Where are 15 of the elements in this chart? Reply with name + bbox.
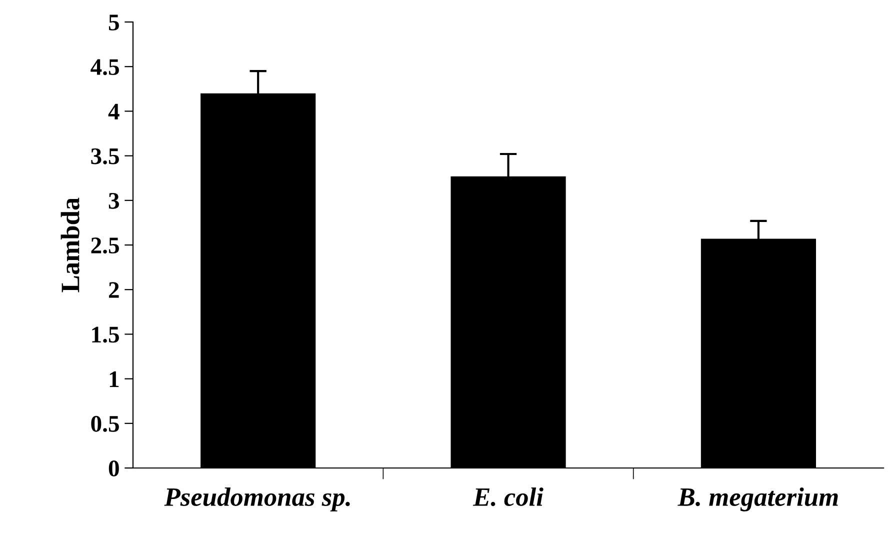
x-tick-label: E. coli — [472, 487, 544, 506]
y-tick-label: 1 — [110, 371, 119, 387]
y-tick-label: 5 — [108, 14, 119, 30]
y-tick-label: 2.5 — [91, 238, 119, 254]
x-tick-label: Pseudomonas sp. — [164, 487, 350, 512]
x-tick-label: B. megaterium — [678, 487, 838, 512]
y-tick-label: 4.5 — [90, 59, 119, 76]
y-axis-title: Lambda — [60, 198, 80, 292]
y-tick-label: 0.5 — [91, 416, 119, 432]
y-tick-label: 4 — [108, 104, 120, 120]
y-tick-label: 3.5 — [91, 148, 119, 164]
y-tick-label: 3 — [108, 192, 119, 209]
y-tick-label: 1.5 — [92, 326, 119, 343]
y-tick-label: 2 — [108, 282, 119, 298]
y-tick-label: 0 — [108, 460, 119, 476]
